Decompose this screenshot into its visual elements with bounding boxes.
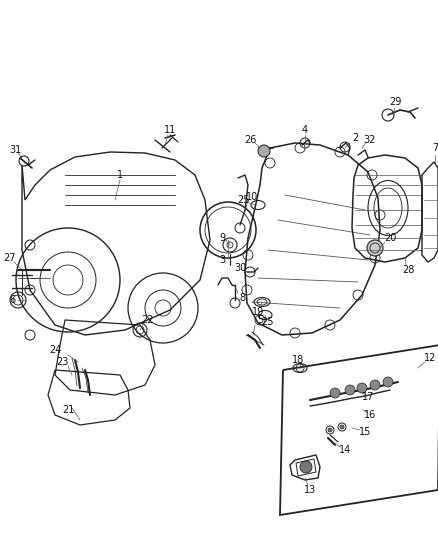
Circle shape: [345, 385, 355, 395]
Text: 25: 25: [261, 317, 273, 327]
Text: 8: 8: [239, 293, 245, 303]
Text: 26: 26: [244, 135, 256, 145]
Text: 14: 14: [339, 445, 351, 455]
Text: 9: 9: [219, 233, 225, 243]
Text: 2: 2: [352, 133, 358, 143]
Text: 11: 11: [164, 125, 176, 135]
Text: 3: 3: [219, 255, 225, 265]
Text: 27: 27: [4, 253, 16, 263]
Text: 7: 7: [432, 143, 438, 153]
Text: 1: 1: [117, 170, 123, 180]
Text: 6: 6: [9, 295, 15, 305]
Circle shape: [357, 383, 367, 393]
Circle shape: [300, 461, 312, 473]
Text: 30: 30: [234, 263, 246, 273]
Text: 4: 4: [302, 125, 308, 135]
Circle shape: [367, 240, 383, 256]
Text: 17: 17: [362, 392, 374, 402]
Text: 13: 13: [304, 485, 316, 495]
Circle shape: [383, 377, 393, 387]
Text: 19: 19: [252, 307, 264, 317]
Text: 24: 24: [49, 345, 61, 355]
Text: 15: 15: [359, 427, 371, 437]
Circle shape: [330, 388, 340, 398]
Text: 32: 32: [364, 135, 376, 145]
Circle shape: [258, 145, 270, 157]
Text: 31: 31: [9, 145, 21, 155]
Text: 18: 18: [292, 355, 304, 365]
Text: 29: 29: [389, 97, 401, 107]
Circle shape: [370, 380, 380, 390]
Text: 20: 20: [384, 233, 396, 243]
Text: 12: 12: [424, 353, 436, 363]
Text: 21: 21: [62, 405, 74, 415]
Text: 23: 23: [56, 357, 68, 367]
Text: 5: 5: [257, 315, 263, 325]
Circle shape: [328, 428, 332, 432]
Circle shape: [340, 425, 344, 429]
Text: 28: 28: [402, 265, 414, 275]
Text: 16: 16: [364, 410, 376, 420]
Text: 22: 22: [142, 315, 154, 325]
Text: 10: 10: [246, 192, 258, 202]
Text: 25: 25: [237, 195, 249, 205]
